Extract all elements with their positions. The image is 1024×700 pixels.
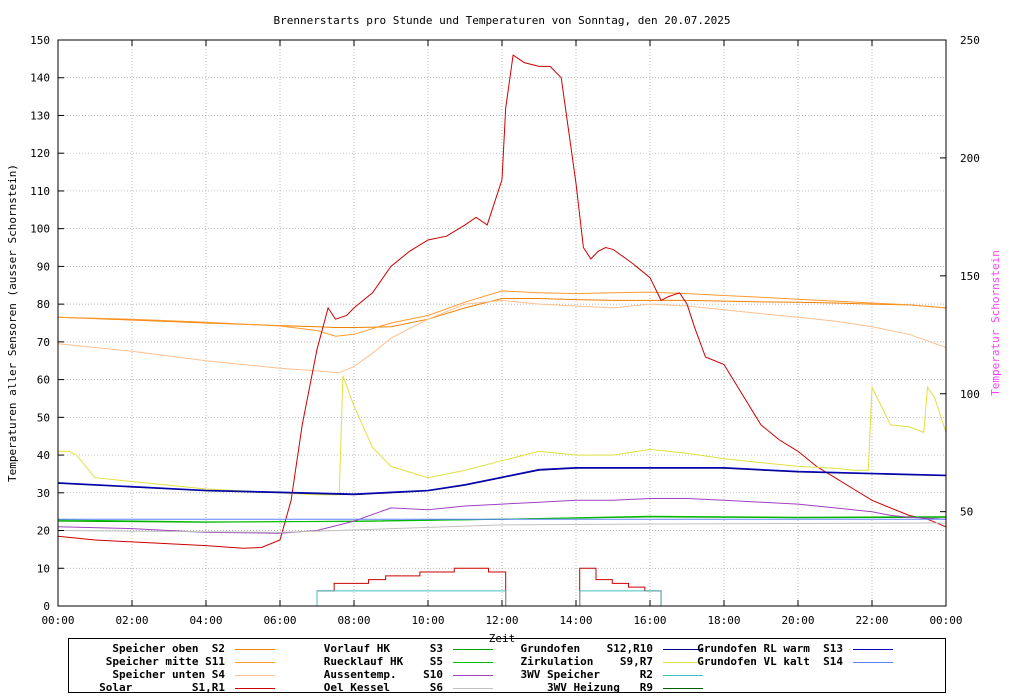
legend-swatch [235,688,275,689]
bar-brennerstarts [316,567,507,606]
x-tick-label: 08:00 [337,614,370,627]
legend-label: Grundofen VL kalt S14 [697,655,843,668]
series-line-6 [57,498,947,534]
y-tick-label: 110 [30,185,50,198]
y-tick-label: 50 [37,411,50,424]
series-line-3 [57,54,947,549]
legend-swatch [453,688,493,689]
y-tick-label: 60 [37,374,50,387]
x-tick-label: 04:00 [189,614,222,627]
x-tick-label: 16:00 [633,614,666,627]
y2-tick-label: 150 [960,270,980,283]
legend-swatch [453,675,493,676]
legend-label: Solar S1,R1 [99,681,225,694]
legend-label: Speicher mitte S11 [105,655,225,668]
y-tick-label: 0 [43,600,50,613]
x-tick-label: 10:00 [411,614,444,627]
series-line-1 [57,290,947,337]
legend-swatch [663,675,703,676]
legend-label: 3WV Speicher R2 [520,668,653,681]
legend-label: Ruecklauf HK S5 [323,655,443,668]
y-tick-label: 140 [30,72,50,85]
legend-label: Grundofen RL warm S13 [697,642,843,655]
y2-tick-label: 200 [960,152,980,165]
y-axis: 0 10 20 30 40 50 60 70 80 90 100 110 120 130 140 150 [30,34,64,613]
series-layer [57,54,947,606]
y-tick-label: 90 [37,260,50,273]
legend-label: Oel Kessel S6 [323,681,443,694]
legend-swatch [853,662,893,663]
y2-axis-label: Temperatur Schornstein [989,250,1002,396]
legend-swatch [453,649,493,650]
series-line-7 [57,522,947,533]
series-line-0 [57,298,947,328]
chart-title: Brennerstarts pro Stunde und Temperature… [274,14,731,27]
legend-swatch [453,662,493,663]
series-line-9 [57,467,947,496]
y-tick-label: 100 [30,223,50,236]
x-tick-label: 18:00 [707,614,740,627]
y-tick-label: 70 [37,336,50,349]
y-tick-label: 120 [30,147,50,160]
y2-tick-label: 100 [960,388,980,401]
series-line-10 [57,467,947,495]
y-axis-label: Temperaturen aller Sensoren (ausser Scho… [6,164,19,482]
x-tick-label: 06:00 [263,614,296,627]
legend-swatch [235,675,275,676]
legend-swatch [663,662,703,663]
y2-tick-label: 250 [960,34,980,47]
x-tick-label: 20:00 [781,614,814,627]
x-axis: 00:00 02:00 04:00 06:00 08:00 10:00 12:00 14:00… [41,40,963,627]
legend-label: Speicher unten S4 [112,668,225,681]
y-tick-label: 80 [37,298,50,311]
x-tick-label: 14:00 [559,614,592,627]
y-tick-label: 20 [37,525,50,538]
legend-swatch [663,688,703,689]
y2-axis: 50 100 150 200 250 [940,34,980,519]
x-tick-label: 00:00 [929,614,962,627]
y-tick-label: 150 [30,34,50,47]
y-tick-label: 30 [37,487,50,500]
legend-label: 3WV Heizung R9 [533,681,653,694]
grid [58,40,946,606]
legend-swatch [663,649,703,650]
y-tick-label: 130 [30,109,50,122]
x-tick-label: 02:00 [115,614,148,627]
legend: Speicher oben S2 Speicher mitte S11 Speich… [68,638,946,694]
series-line-2 [57,299,947,374]
legend-label: Zirkulation S9,R7 [520,655,653,668]
series-line-8 [58,375,947,496]
x-tick-label: 22:00 [855,614,888,627]
bar-3wv-speicher [316,590,507,606]
legend-label: Speicher oben S2 [112,642,225,655]
y2-tick-label: 50 [960,506,973,519]
y-tick-label: 40 [37,449,50,462]
bar-brennerstarts [579,567,662,606]
legend-swatch [235,662,275,663]
legend-label: Vorlauf HK S3 [323,642,443,655]
x-tick-label: 00:00 [41,614,74,627]
legend-label: Grundofen S12,R10 [520,642,653,655]
y-tick-label: 10 [37,562,50,575]
bar-3wv-speicher [579,590,662,606]
x-tick-label: 12:00 [485,614,518,627]
legend-swatch [235,649,275,650]
legend-swatch [853,649,893,650]
legend-label: Aussentemp. S10 [323,668,443,681]
